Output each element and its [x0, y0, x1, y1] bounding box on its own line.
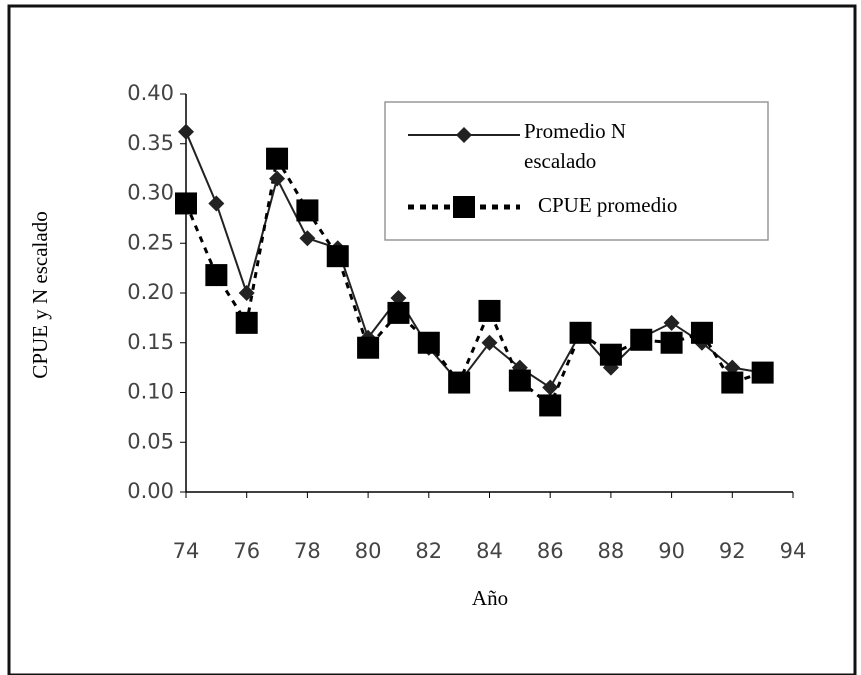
y-tick-label: 0.10 [127, 380, 174, 404]
data-point [269, 170, 286, 187]
x-tick-label: 86 [537, 539, 564, 563]
data-point [208, 195, 225, 212]
y-tick-label: 0.00 [127, 479, 174, 503]
x-tick-label: 94 [780, 539, 807, 563]
legend-box [384, 101, 769, 241]
x-axis-title: Año [472, 586, 508, 610]
data-point [542, 379, 559, 396]
data-point [478, 299, 501, 322]
x-tick-label: 78 [294, 539, 321, 563]
y-tick-label: 0.05 [127, 429, 174, 453]
data-point [387, 301, 410, 324]
x-tick-label: 92 [719, 539, 746, 563]
x-tick-label: 82 [415, 539, 442, 563]
x-tick-label: 84 [476, 539, 503, 563]
data-point [721, 371, 744, 394]
legend-label: CPUE promedio [538, 193, 678, 217]
data-point [599, 343, 622, 366]
data-point [326, 245, 349, 268]
data-point [663, 314, 680, 331]
legend-label-box: CPUE promedio [538, 193, 678, 217]
data-point [569, 321, 592, 344]
y-tick-label: 0.20 [127, 280, 174, 304]
data-point [178, 123, 194, 140]
data-point [660, 331, 683, 354]
legend-marker [456, 127, 472, 143]
legend-marker [453, 196, 475, 218]
y-tick-label: 0.25 [127, 230, 174, 254]
y-tick-label: 0.15 [127, 330, 174, 354]
x-tick-label: 76 [233, 539, 260, 563]
y-tick-label: 0.30 [127, 181, 174, 205]
data-point [357, 336, 380, 359]
x-tick-label: 88 [598, 539, 625, 563]
frame [7, 4, 857, 675]
legend-label: Promedio N escalado [524, 119, 627, 173]
y-tick-label: 0.40 [127, 81, 174, 105]
data-point [481, 334, 498, 351]
x-tick-label: 90 [658, 539, 685, 563]
data-point [751, 361, 774, 384]
x-tick-label: 74 [173, 539, 200, 563]
data-point [238, 285, 255, 301]
legend: Promedio N escalado CPUE promedio [384, 101, 769, 241]
data-point [296, 199, 319, 222]
data-point [508, 369, 531, 392]
data-point [539, 394, 562, 417]
x-tick-label: 80 [355, 539, 382, 563]
data-point [235, 311, 258, 334]
y-axis-title: CPUE y N escalado [28, 211, 52, 378]
data-point [175, 192, 197, 215]
data-point [205, 264, 228, 287]
legend-label-box: Promedio N escalado [524, 119, 627, 173]
data-point [630, 328, 653, 351]
data-point [299, 230, 316, 247]
data-point [266, 147, 289, 170]
data-point [448, 371, 471, 394]
data-point [690, 321, 713, 344]
data-point [417, 331, 440, 354]
y-tick-label: 0.35 [127, 131, 174, 155]
